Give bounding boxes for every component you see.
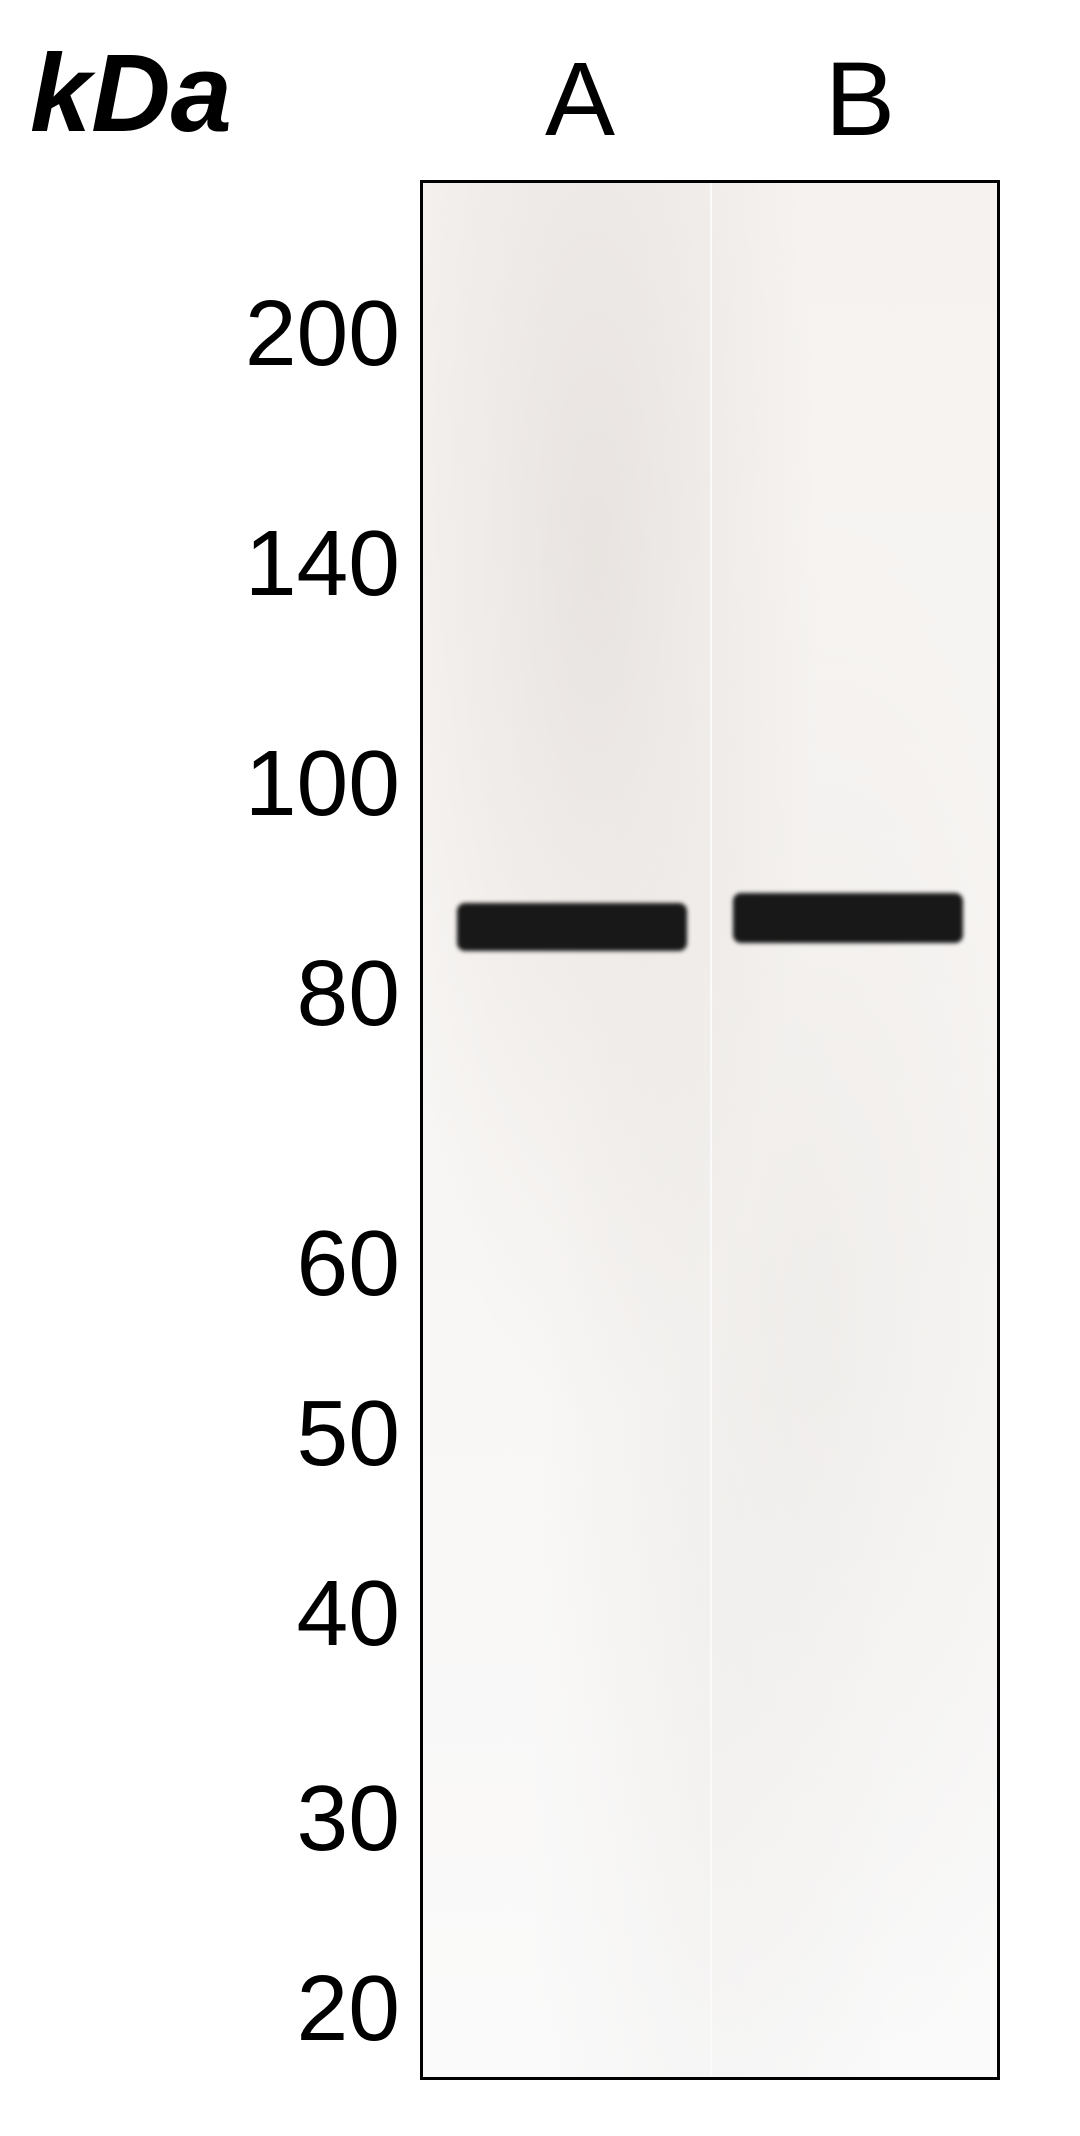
- tick-60: 60: [297, 1210, 400, 1317]
- tick-80: 80: [297, 940, 400, 1047]
- tick-100: 100: [245, 730, 400, 837]
- tick-30: 30: [297, 1765, 400, 1872]
- kda-axis-label: kDa: [30, 30, 232, 157]
- lane-b-label: B: [810, 40, 910, 160]
- blot-membrane: [420, 180, 1000, 2080]
- lane-a-label: A: [530, 40, 630, 160]
- band-lane-b: [733, 893, 963, 943]
- tick-40: 40: [297, 1560, 400, 1667]
- tick-20: 20: [297, 1955, 400, 2062]
- tick-50: 50: [297, 1380, 400, 1487]
- western-blot-figure: kDa A B 200 140 100 80 60 50 40 30 20: [0, 0, 1080, 2136]
- lane-divider: [710, 183, 712, 2077]
- tick-200: 200: [245, 280, 400, 387]
- tick-140: 140: [245, 510, 400, 617]
- band-lane-a: [457, 903, 687, 951]
